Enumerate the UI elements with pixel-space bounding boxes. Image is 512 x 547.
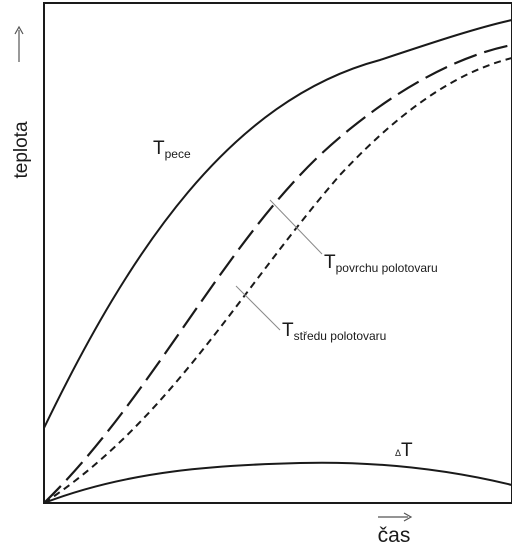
- label-t-stredu-sub: středu polotovaru: [294, 329, 387, 343]
- plot-frame: [43, 2, 512, 504]
- curve-t-povrchu: [43, 43, 512, 504]
- label-delta-t-main: T: [401, 440, 413, 461]
- label-t-pece-sub: pece: [165, 147, 191, 161]
- label-t-povrchu: Tpovrchu polotovaru: [324, 252, 438, 275]
- label-t-povrchu-main: T: [324, 252, 336, 273]
- label-t-pece-main: T: [153, 138, 165, 159]
- label-t-pece: Tpece: [153, 138, 191, 161]
- curve-delta-t: [43, 461, 512, 504]
- curve-t-pece: [43, 19, 512, 429]
- label-delta-t: ΔT: [395, 440, 413, 461]
- leader-line-povrchu: [269, 199, 323, 255]
- y-axis-label-group: teplota: [11, 121, 32, 178]
- label-t-stredu: Tstředu polotovaru: [282, 320, 386, 343]
- label-t-stredu-main: T: [282, 320, 294, 341]
- curve-t-stredu: [43, 57, 512, 504]
- x-axis-arrow-icon: [378, 512, 413, 522]
- label-t-povrchu-sub: povrchu polotovaru: [336, 261, 438, 275]
- label-delta-t-pre: Δ: [395, 448, 401, 458]
- leader-line-stredu: [235, 285, 281, 331]
- y-axis-arrow-icon: [14, 25, 24, 62]
- x-axis-label: čas: [378, 524, 411, 547]
- y-axis-label: teplota: [11, 121, 32, 178]
